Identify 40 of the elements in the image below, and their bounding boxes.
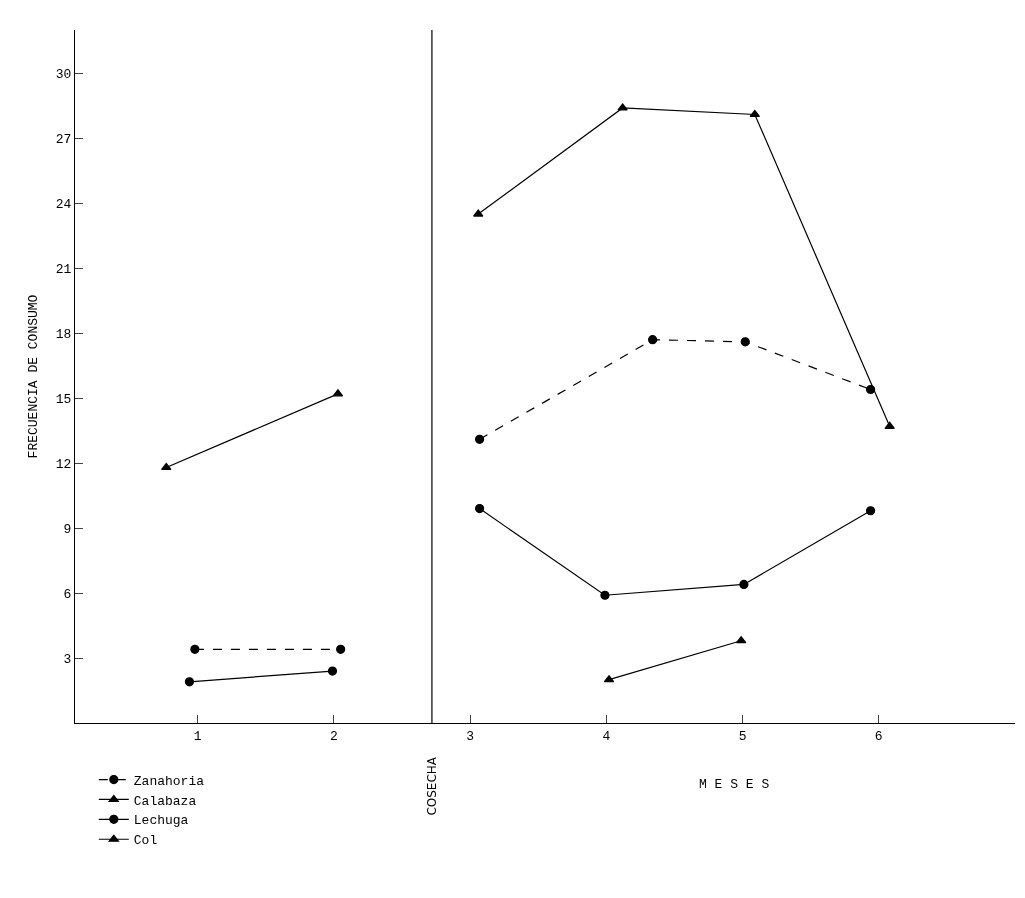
y-tick-label: 24	[55, 196, 72, 212]
y-tick-label: 30	[55, 66, 72, 82]
x-tick-label: 2	[329, 728, 338, 744]
point	[475, 434, 485, 444]
point	[600, 590, 610, 600]
legend-label: Zanahoria	[133, 773, 205, 789]
point	[617, 103, 628, 111]
x-axis-title: M E S E S	[699, 777, 770, 792]
ref-line-label: COSECHA	[425, 756, 440, 816]
y-tick-label: 3	[63, 651, 72, 667]
legend-label: Col	[133, 833, 158, 849]
y-tick-label: 21	[55, 261, 72, 277]
point	[865, 384, 876, 395]
legend-label: Calabaza	[133, 793, 197, 809]
point	[739, 579, 749, 589]
y-tick-label: 6	[63, 586, 72, 602]
point	[336, 644, 346, 654]
x-tick-label: 6	[874, 728, 883, 744]
point	[473, 209, 484, 217]
point	[190, 644, 200, 654]
y-tick-label: 9	[63, 521, 72, 537]
point	[884, 421, 895, 429]
point	[475, 504, 485, 514]
point	[865, 506, 876, 516]
y-tick-label: 27	[55, 131, 72, 147]
x-tick-label: 1	[193, 728, 202, 744]
x-tick-label: 3	[466, 728, 474, 744]
y-tick-label: 12	[55, 456, 72, 472]
point	[648, 335, 658, 345]
point	[161, 462, 172, 471]
point	[740, 337, 750, 347]
legend-label: Lechuga	[133, 813, 189, 829]
y-tick-label: 15	[55, 391, 72, 407]
y-axis-title: FRECUENCIA DE CONSUMO	[25, 294, 41, 459]
point	[184, 677, 195, 687]
x-tick-label: 5	[738, 728, 747, 744]
y-tick-label: 18	[55, 326, 72, 342]
x-tick-label: 4	[602, 728, 611, 744]
point	[327, 666, 338, 676]
point	[749, 109, 761, 118]
